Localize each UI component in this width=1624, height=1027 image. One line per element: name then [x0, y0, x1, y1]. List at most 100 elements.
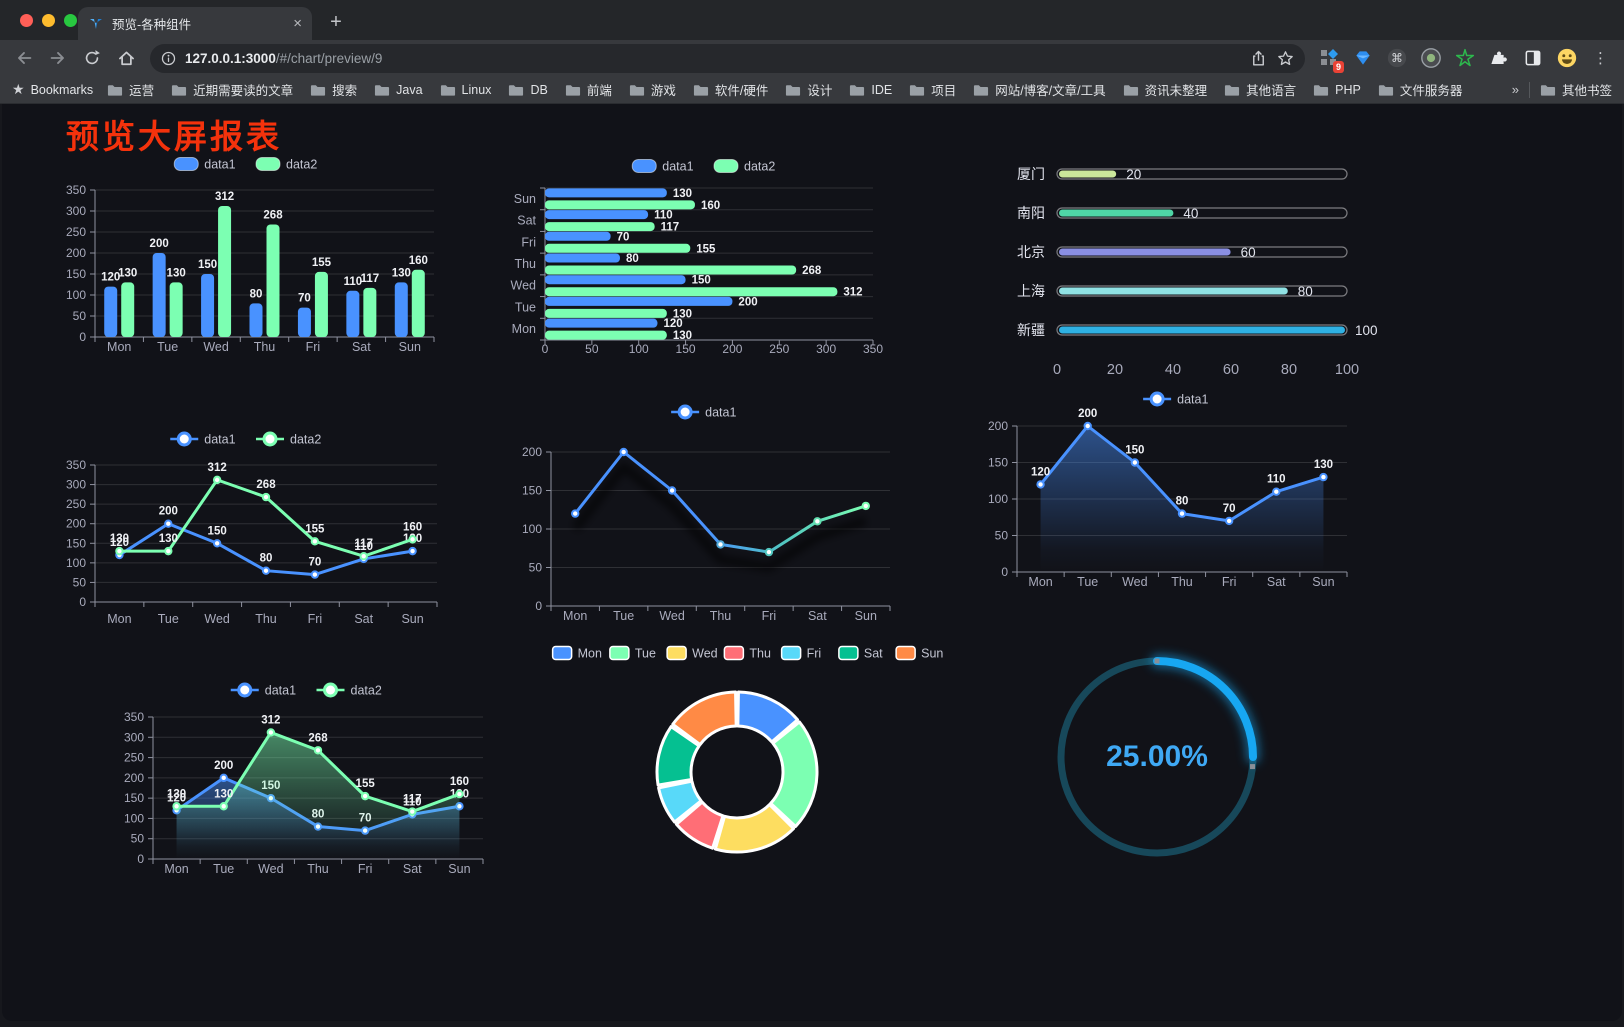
chart-area-two-series[interactable]: data1 data2 0 50 100 150 200 250 300 350 Mon Tue Wed… — [105, 673, 510, 901]
page-info-icon[interactable] — [160, 50, 177, 67]
window-minimize-button[interactable] — [42, 14, 55, 27]
share-button[interactable] — [1249, 49, 1268, 68]
svg-text:Sat: Sat — [352, 340, 371, 354]
bookmark-folder[interactable]: DB — [508, 83, 548, 97]
extension-badge: 9 — [1332, 61, 1344, 73]
chart-area-single[interactable]: data1 0 50 100 150 200 Mon Tue Wed Thu Fri Sat Sun 12… — [977, 388, 1377, 610]
bookmark-folder[interactable]: 其他语言 — [1224, 80, 1296, 99]
chart-gauge[interactable]: 25.00% — [1034, 638, 1284, 886]
browser-toolbar: 127.0.0.1:3000/#/chart/preview/9 9 — [0, 40, 1624, 76]
svg-text:160: 160 — [403, 521, 422, 533]
split-view-icon — [1525, 50, 1541, 66]
extension-reader-button[interactable] — [1519, 45, 1547, 71]
tab-close-icon[interactable]: × — [293, 15, 302, 32]
forward-arrow-icon — [50, 52, 64, 64]
svg-text:50: 50 — [995, 529, 1009, 543]
svg-text:Mon: Mon — [512, 322, 536, 336]
forward-button[interactable] — [44, 44, 72, 72]
extension-emoji-button[interactable] — [1553, 45, 1581, 71]
browser-menu-button[interactable]: ⋮ — [1593, 50, 1608, 67]
svg-text:312: 312 — [261, 714, 280, 726]
chart-progress-bars[interactable]: 厦门 20 南阳 40 北京 60 上海 80 新疆 100 0 20 40 60 80 100 — [987, 150, 1387, 390]
svg-text:150: 150 — [692, 275, 711, 287]
chart-line-two-series[interactable]: data1 data2 0 50 100 150 200 250 300 350 Mon Tue Wed… — [42, 425, 452, 647]
bookmark-folder[interactable]: 近期需要读的文章 — [171, 80, 293, 99]
bookmarks-overflow-chevron[interactable]: » — [1511, 82, 1519, 97]
extension-gem-button[interactable] — [1349, 45, 1377, 71]
svg-text:120: 120 — [110, 537, 129, 549]
svg-text:200: 200 — [159, 506, 178, 518]
home-button[interactable] — [112, 44, 140, 72]
svg-text:Wed: Wed — [1122, 575, 1148, 589]
bookmark-star-button[interactable] — [1276, 49, 1295, 68]
chart-donut-legend[interactable]: Mon Tue Wed Thu Fri Sat Sun — [542, 638, 952, 668]
other-bookmarks-folder[interactable]: 其他书签 — [1540, 80, 1612, 99]
svg-text:100: 100 — [124, 811, 144, 825]
svg-text:130: 130 — [118, 267, 137, 279]
svg-text:130: 130 — [673, 188, 692, 200]
svg-text:Wed: Wed — [659, 609, 685, 623]
bookmark-folder[interactable]: IDE — [849, 83, 892, 97]
reload-button[interactable] — [78, 44, 106, 72]
svg-text:Sat: Sat — [403, 862, 422, 876]
chart-line-gradient[interactable]: data1 0 50 100 150 200 Mon Tue Wed Thu Fri Sat Sun — [505, 398, 905, 640]
folder-icon — [1225, 84, 1240, 96]
svg-text:150: 150 — [676, 342, 696, 356]
extension-recorder-button[interactable] — [1417, 45, 1445, 71]
back-button[interactable] — [10, 44, 38, 72]
svg-text:160: 160 — [409, 255, 428, 267]
new-tab-button[interactable]: + — [330, 10, 342, 33]
svg-text:155: 155 — [305, 523, 325, 535]
bookmark-folder[interactable]: PHP — [1313, 83, 1361, 97]
svg-text:120: 120 — [663, 318, 682, 330]
address-bar[interactable]: 127.0.0.1:3000/#/chart/preview/9 — [150, 43, 1305, 73]
svg-text:0: 0 — [79, 330, 86, 344]
extension-tabmanager-button[interactable]: 9 — [1315, 45, 1344, 73]
bookmark-folder[interactable]: 前端 — [565, 80, 612, 99]
bookmark-folder[interactable]: 项目 — [909, 80, 956, 99]
svg-text:150: 150 — [198, 259, 217, 271]
chart-grouped-bar[interactable]: data1 data2 0 50 100 150 200 250 300 350 Mon Tue Wed… — [42, 146, 452, 374]
svg-text:150: 150 — [522, 484, 542, 498]
svg-text:0: 0 — [1053, 362, 1061, 378]
svg-text:110: 110 — [654, 210, 673, 222]
bookmark-folder[interactable]: 资讯未整理 — [1123, 80, 1207, 99]
bookmark-folder[interactable]: 文件服务器 — [1378, 80, 1462, 99]
svg-text:50: 50 — [585, 342, 599, 356]
bookmark-folder[interactable]: 软件/硬件 — [693, 80, 768, 99]
svg-text:150: 150 — [124, 791, 144, 805]
svg-text:Wed: Wed — [204, 612, 230, 626]
browser-tab[interactable]: 预览-各种组件 × — [78, 7, 312, 40]
folder-icon — [440, 84, 455, 96]
bookmark-folder[interactable]: 网站/博客/文章/工具 — [973, 80, 1106, 99]
folder-icon — [565, 84, 580, 96]
bookmarks-root-label[interactable]: Bookmarks — [30, 82, 94, 97]
bookmark-folder[interactable]: Java — [374, 83, 423, 97]
bookmark-folder[interactable]: Linux — [440, 83, 491, 97]
extension-shortcuts-button[interactable]: ⌘ — [1383, 45, 1411, 71]
svg-text:300: 300 — [816, 342, 836, 356]
window-controls[interactable] — [20, 14, 77, 27]
folder-icon — [910, 84, 925, 96]
svg-text:300: 300 — [66, 478, 86, 492]
svg-text:100: 100 — [522, 522, 542, 536]
svg-text:0: 0 — [1001, 565, 1008, 579]
extensions-puzzle-button[interactable] — [1485, 45, 1513, 71]
bookmark-folder[interactable]: 游戏 — [629, 80, 676, 99]
gem-icon — [1356, 51, 1370, 65]
svg-text:200: 200 — [150, 238, 169, 250]
bookmark-folder[interactable]: 搜索 — [310, 80, 357, 99]
svg-text:北京: 北京 — [1017, 244, 1045, 260]
extension-evergreen-button[interactable] — [1451, 45, 1479, 71]
bookmark-folder[interactable]: 设计 — [785, 80, 832, 99]
window-close-button[interactable] — [20, 14, 33, 27]
chart-donut[interactable] — [614, 656, 864, 896]
bookmarks-star-icon[interactable]: ★ — [12, 81, 25, 97]
bookmark-folder[interactable]: 运营 — [107, 80, 154, 99]
svg-text:130: 130 — [392, 267, 411, 279]
chart-horizontal-bar[interactable]: data1 data2 Sun Sat Fri Thu Wed Tue Mon 0 50 100 150… — [505, 150, 905, 368]
tab-title: 预览-各种组件 — [112, 18, 192, 32]
window-zoom-button[interactable] — [64, 14, 77, 27]
svg-text:200: 200 — [66, 517, 86, 531]
svg-text:200: 200 — [1078, 408, 1097, 420]
